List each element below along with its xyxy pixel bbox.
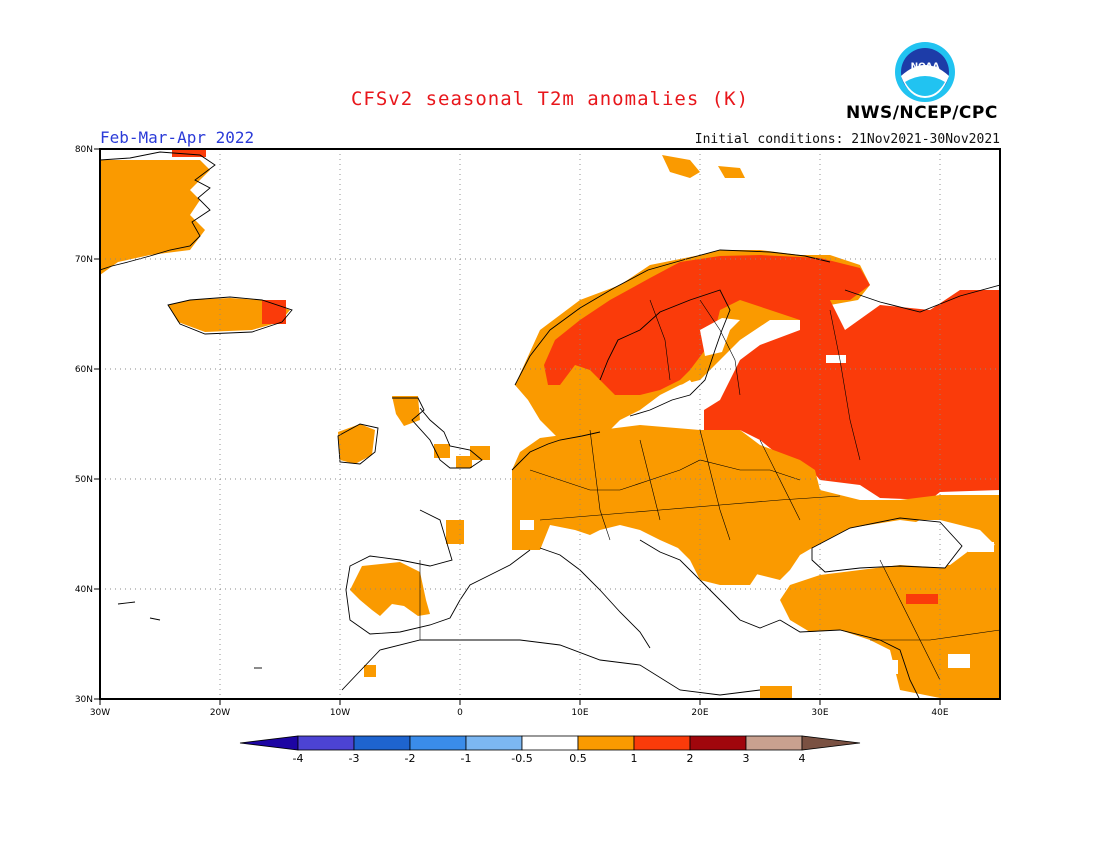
- lat-tick-label: 50N: [75, 475, 93, 485]
- legend-swatch: [745, 735, 803, 751]
- legend-tick-label: 3: [743, 752, 750, 765]
- forecast-period: Feb-Mar-Apr 2022: [100, 128, 255, 147]
- noaa-logo: NOAA: [895, 42, 955, 102]
- legend-swatch: [633, 735, 691, 751]
- legend-tick-label: -2: [405, 752, 416, 765]
- lon-tick-label: 10W: [330, 708, 350, 718]
- legend-tick-label: -1: [461, 752, 472, 765]
- legend-swatch: [689, 735, 747, 751]
- legend-tick-label: 4: [799, 752, 806, 765]
- axis-ticks: [94, 148, 941, 705]
- coastlines: [100, 151, 1000, 699]
- lon-tick-label: 20E: [691, 708, 708, 718]
- legend-swatch: [297, 735, 355, 751]
- legend-swatch: [409, 735, 467, 751]
- legend-swatch: [353, 735, 411, 751]
- legend-swatch: [521, 735, 579, 751]
- legend-tick-label: -0.5: [511, 752, 532, 765]
- lon-tick-label: 30E: [811, 708, 828, 718]
- lat-tick-label: 30N: [75, 695, 93, 705]
- legend-arrow-low: [239, 735, 299, 751]
- legend-arrow-high: [801, 735, 861, 751]
- lon-tick-label: 0: [457, 708, 463, 718]
- graticule: [100, 149, 1000, 699]
- legend-tick-label: -4: [293, 752, 304, 765]
- lon-tick-label: 10E: [571, 708, 588, 718]
- lat-tick-label: 40N: [75, 585, 93, 595]
- lon-tick-label: 20W: [210, 708, 230, 718]
- initial-conditions: Initial conditions: 21Nov2021-30Nov2021: [694, 132, 1000, 147]
- color-legend: [239, 735, 861, 751]
- legend-swatch: [577, 735, 635, 751]
- legend-tick-label: 2: [687, 752, 694, 765]
- noaa-logo-text: NOAA: [911, 62, 940, 72]
- lon-tick-label: 40E: [931, 708, 948, 718]
- lon-tick-label: 30W: [90, 708, 110, 718]
- lat-tick-label: 60N: [75, 365, 93, 375]
- color-legend-labels: -4 -3 -2 -1 -0.5 0.5 1 2 3 4: [293, 752, 806, 765]
- agency-label: NWS/NCEP/CPC: [846, 103, 998, 123]
- map-title: CFSv2 seasonal T2m anomalies (K): [350, 88, 750, 110]
- lat-tick-label: 70N: [75, 255, 93, 265]
- legend-swatch: [465, 735, 523, 751]
- borders: [419, 299, 1000, 681]
- legend-tick-label: -3: [349, 752, 360, 765]
- legend-tick-label: 1: [631, 752, 638, 765]
- lat-tick-label: 80N: [75, 145, 93, 155]
- legend-tick-label: 0.5: [569, 752, 587, 765]
- map-frame: [99, 148, 1001, 700]
- anomaly-shading: [100, 149, 1000, 699]
